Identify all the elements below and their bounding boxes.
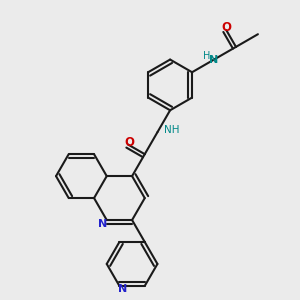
Text: O: O — [221, 21, 231, 34]
Text: N: N — [209, 56, 219, 65]
Text: N: N — [98, 219, 107, 230]
Text: O: O — [124, 136, 134, 149]
Text: NH: NH — [164, 125, 180, 136]
Text: N: N — [118, 284, 128, 293]
Text: H: H — [203, 51, 211, 61]
